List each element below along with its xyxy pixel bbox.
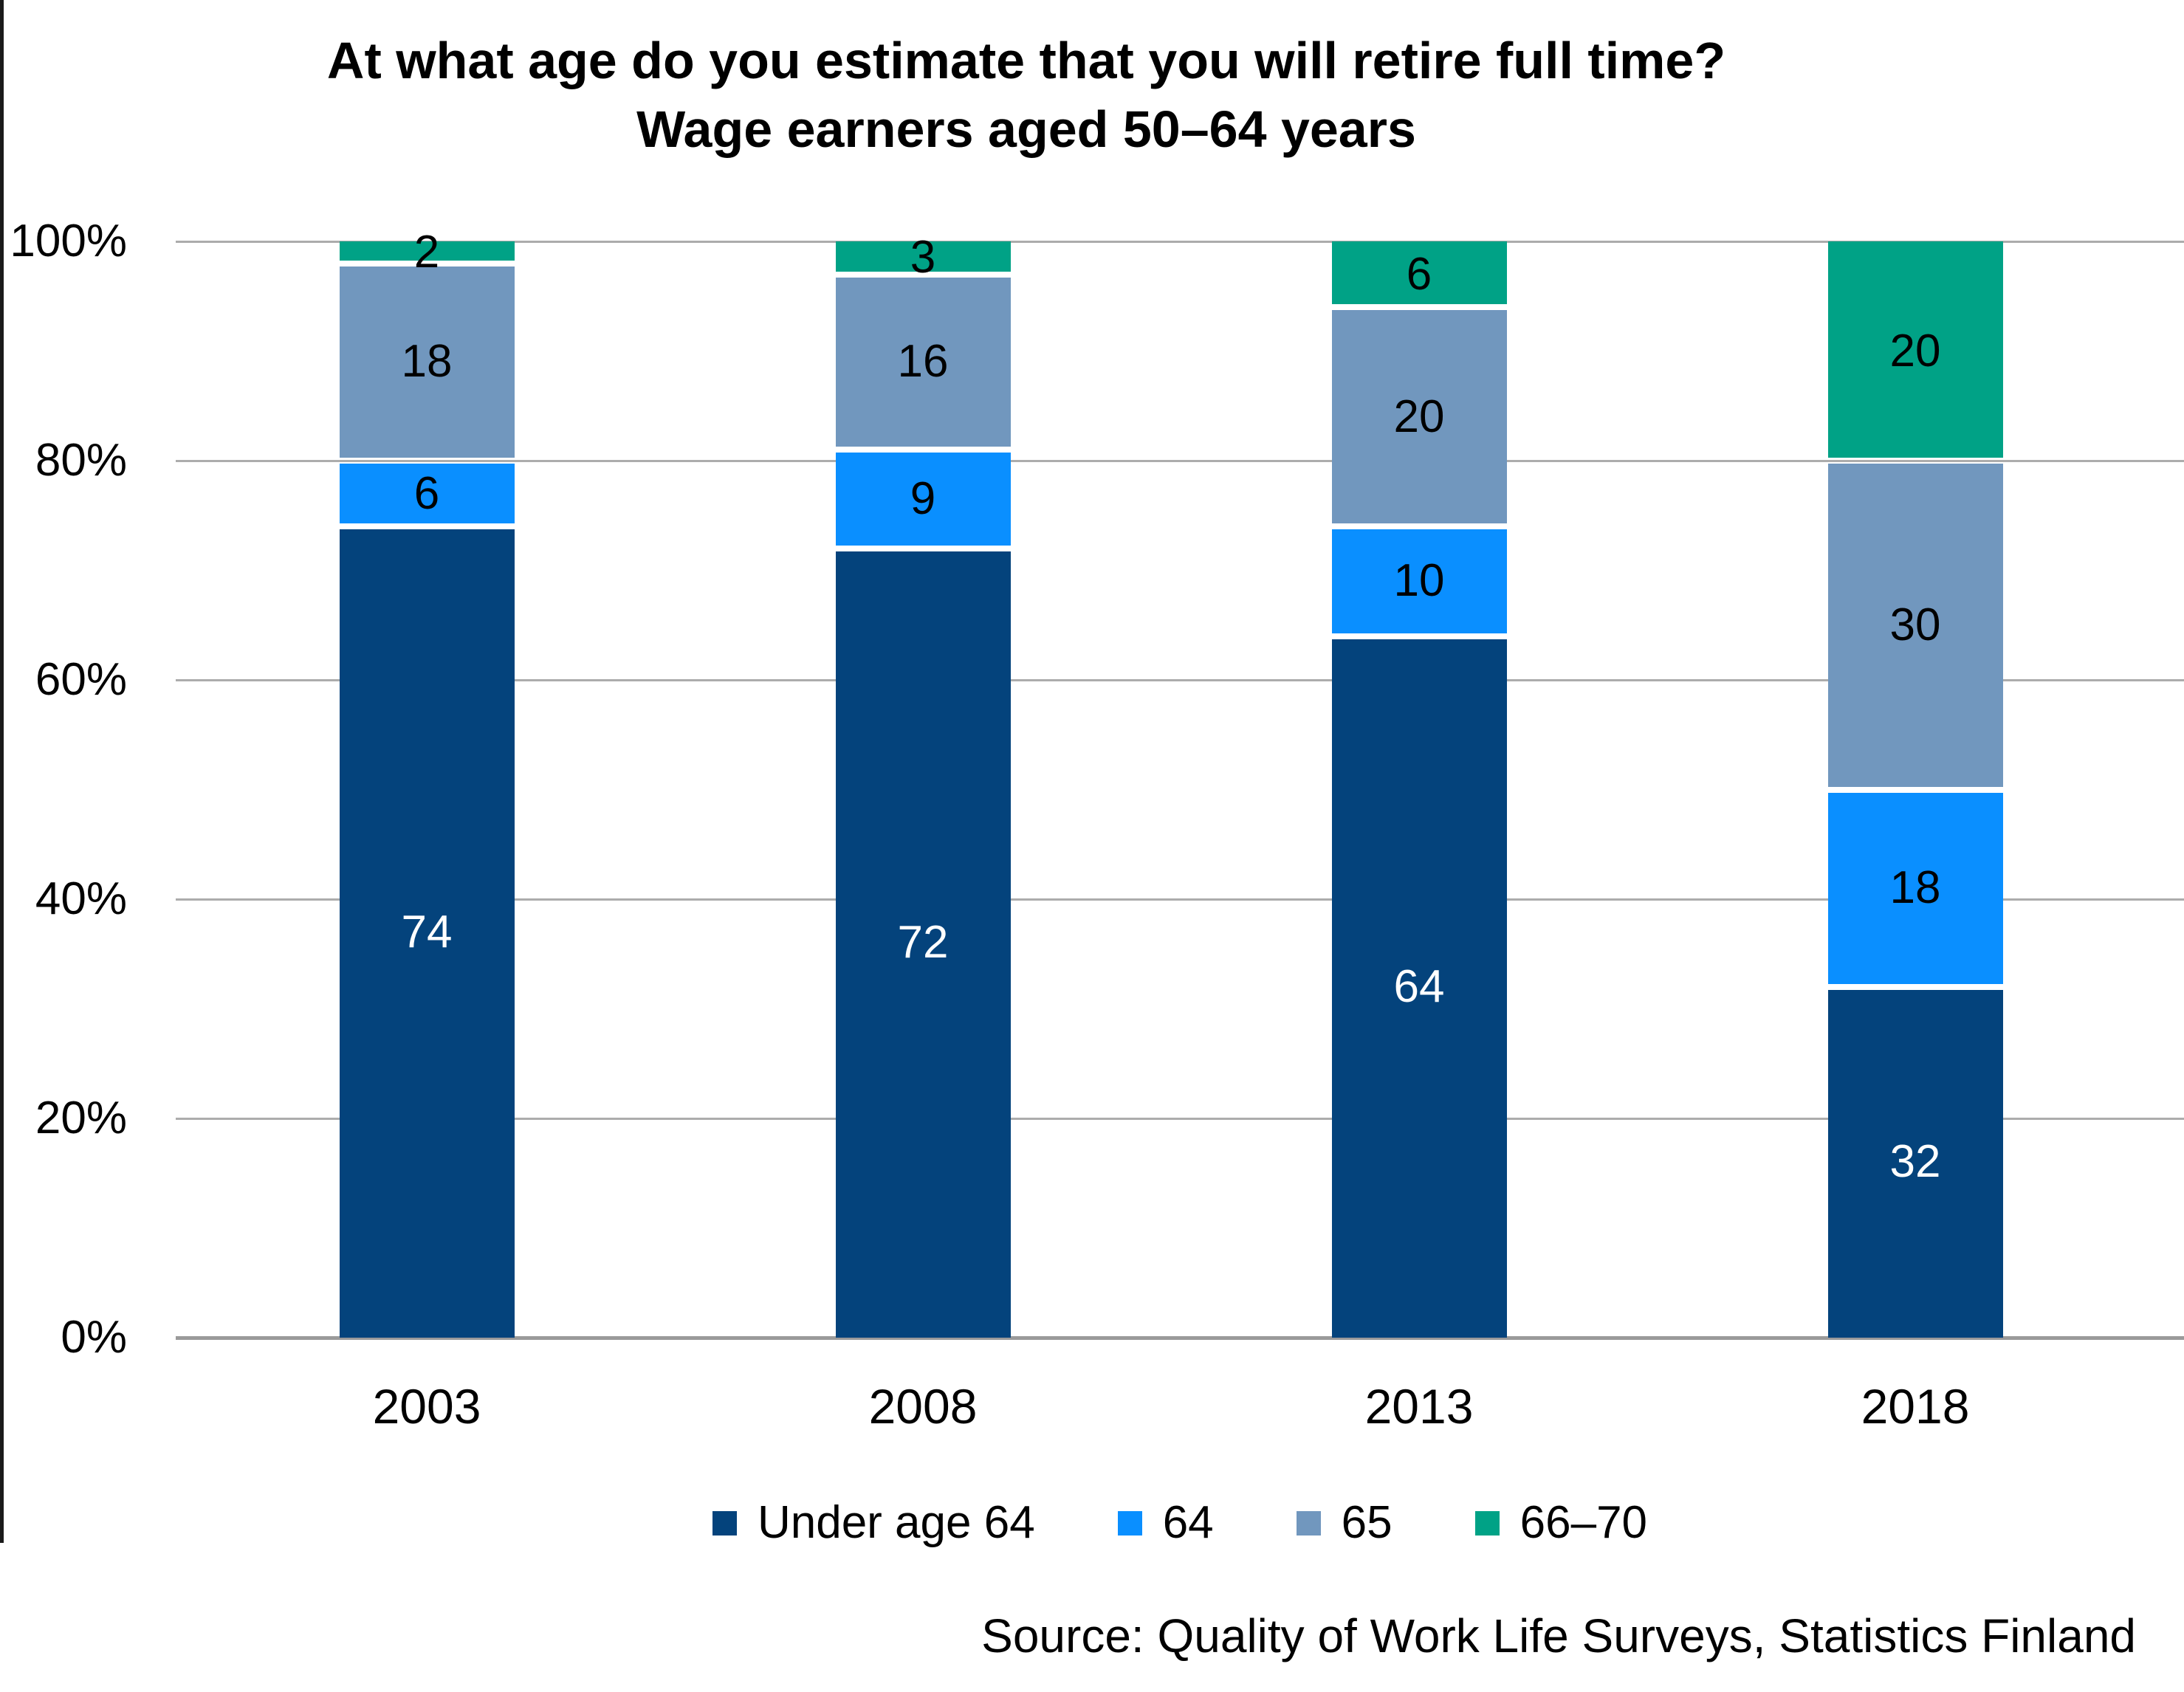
bar-segment-2008-65 bbox=[835, 277, 1011, 447]
bar-segment-2013-64 bbox=[1331, 529, 1507, 633]
legend-label: 66–70 bbox=[1519, 1497, 1648, 1548]
legend-item-65: 65 bbox=[1296, 1497, 1393, 1549]
legend-label: 64 bbox=[1162, 1497, 1214, 1548]
y-axis-tick-label: 100% bbox=[10, 216, 127, 266]
bar-value-label: 9 bbox=[910, 472, 936, 524]
chart-title: At what age do you estimate that you wil… bbox=[0, 27, 2053, 164]
bar-value-label: 3 bbox=[910, 232, 936, 283]
gridline-40 bbox=[176, 898, 2184, 901]
legend-swatch-icon bbox=[1296, 1510, 1321, 1535]
bar-value-label: 16 bbox=[897, 336, 949, 388]
bar-segment-2008-under-age-64 bbox=[835, 551, 1011, 1338]
bar-value-label: 72 bbox=[897, 917, 949, 969]
y-axis-tick-label: 0% bbox=[61, 1312, 127, 1363]
bar-value-label: 10 bbox=[1393, 555, 1445, 607]
chart-title-line1: At what age do you estimate that you wil… bbox=[326, 32, 1726, 89]
bar-segment-2003-under-age-64 bbox=[339, 529, 515, 1338]
bar-value-label: 18 bbox=[401, 336, 453, 388]
x-axis-line bbox=[176, 1336, 2184, 1340]
bar-value-label: 32 bbox=[1889, 1136, 1941, 1188]
gridline-20 bbox=[176, 1118, 2184, 1120]
chart-title-line2: Wage earners aged 50–64 years bbox=[636, 100, 1416, 158]
bar-value-label: 18 bbox=[1889, 862, 1941, 914]
legend-item-66–70: 66–70 bbox=[1474, 1497, 1648, 1549]
bar-segment-2013-65 bbox=[1331, 310, 1507, 524]
source-credit: Source: Quality of Work Life Surveys, St… bbox=[981, 1609, 2136, 1662]
bar-value-label: 2 bbox=[413, 226, 440, 278]
x-axis-category-label: 2003 bbox=[372, 1379, 481, 1434]
bar-value-label: 74 bbox=[401, 906, 453, 957]
bar-segment-2018-under-age-64 bbox=[1827, 989, 2003, 1338]
bar-segment-2008-66–70 bbox=[835, 241, 1011, 272]
bar-segment-2013-under-age-64 bbox=[1331, 639, 1507, 1338]
bar-value-label: 6 bbox=[413, 467, 440, 519]
bar-value-label: 20 bbox=[1393, 391, 1445, 442]
bar-segment-2018-66–70 bbox=[1827, 241, 2003, 458]
bar-value-label: 64 bbox=[1393, 960, 1445, 1012]
y-axis-tick-label: 80% bbox=[35, 435, 127, 486]
bar-value-label: 20 bbox=[1889, 325, 1941, 376]
x-axis-category-label: 2013 bbox=[1364, 1379, 1474, 1434]
bar-segment-2018-65 bbox=[1827, 464, 2003, 787]
bar-segment-2003-65 bbox=[339, 266, 515, 458]
x-axis-category-label: 2008 bbox=[868, 1379, 978, 1434]
x-axis-category-label: 2018 bbox=[1861, 1379, 1970, 1434]
gridline-100 bbox=[176, 241, 2184, 243]
bar-value-label: 30 bbox=[1889, 599, 1941, 650]
legend: Under age 64 64 65 66–70 bbox=[176, 1497, 2184, 1549]
legend-swatch-icon bbox=[1474, 1510, 1500, 1535]
bar-segment-2003-66–70 bbox=[339, 241, 515, 261]
bar-segment-2003-64 bbox=[339, 464, 515, 524]
legend-item-under-age-64: Under age 64 bbox=[712, 1497, 1035, 1549]
gridline-60 bbox=[176, 679, 2184, 681]
y-axis-tick-label: 60% bbox=[35, 654, 127, 705]
y-axis-tick-label: 40% bbox=[35, 873, 127, 924]
legend-swatch-icon bbox=[712, 1510, 737, 1535]
bar-segment-2018-64 bbox=[1827, 792, 2003, 984]
bar-segment-2013-66–70 bbox=[1331, 241, 1507, 305]
legend-label: Under age 64 bbox=[757, 1497, 1035, 1548]
legend-item-64: 64 bbox=[1117, 1497, 1214, 1549]
left-border-line bbox=[0, 0, 4, 1543]
legend-label: 65 bbox=[1341, 1497, 1393, 1548]
bar-value-label: 6 bbox=[1406, 248, 1432, 300]
bar-segment-2008-64 bbox=[835, 453, 1011, 546]
gridline-80 bbox=[176, 460, 2184, 462]
legend-swatch-icon bbox=[1117, 1510, 1142, 1535]
y-axis-tick-label: 20% bbox=[35, 1093, 127, 1144]
